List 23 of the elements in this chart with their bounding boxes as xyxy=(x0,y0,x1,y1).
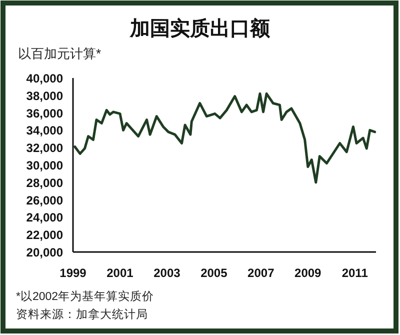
x-tick-label: 2011 xyxy=(342,266,368,280)
y-tick-label: 20,000 xyxy=(26,246,64,260)
y-tick-label: 32,000 xyxy=(26,141,64,156)
y-tick-label: 30,000 xyxy=(26,158,64,172)
y-tick-label: 22,000 xyxy=(26,228,64,242)
y-tick-label: 28,000 xyxy=(26,176,64,190)
line-series xyxy=(74,92,376,184)
y-tick-label: 38,000 xyxy=(26,88,64,103)
y-axis-title: 以百加元计算* xyxy=(18,46,102,61)
x-tick-label: 2009 xyxy=(294,266,322,280)
y-tick-label: 36,000 xyxy=(26,106,64,120)
text: *以2002年为基年算实质价 xyxy=(16,289,154,303)
text: 资料来源：加拿大统计局 xyxy=(16,307,148,321)
x-tick-label: 2007 xyxy=(248,266,275,280)
x-tick-label: 2003 xyxy=(154,266,181,280)
y-tick-label: 24,000 xyxy=(26,210,64,225)
x-tick-label: 1999 xyxy=(60,266,87,280)
y-tick-label: 40,000 xyxy=(26,72,64,86)
y-tick-label: 34,000 xyxy=(26,124,64,138)
x-tick-label: 2005 xyxy=(200,266,228,280)
chart-title: 加国实质出口额 xyxy=(129,17,271,40)
y-tick-label: 26,000 xyxy=(26,193,64,208)
x-tick-label: 2001 xyxy=(106,266,134,280)
